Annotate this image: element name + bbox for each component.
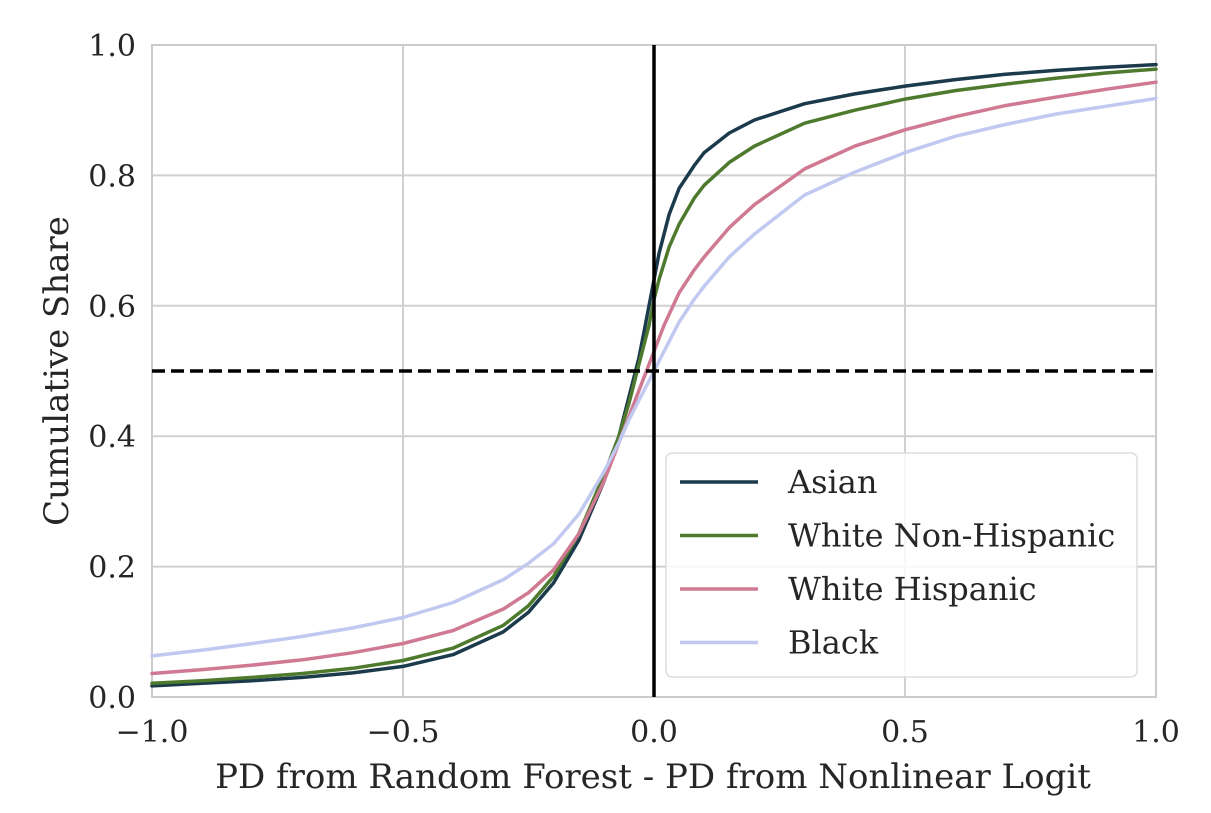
y-tick-label: 0.8 (88, 159, 136, 194)
legend-label-2: White Hispanic (788, 570, 1037, 608)
series-line-0 (150, 62, 1158, 688)
series-line-3 (150, 96, 1158, 658)
x-tick-label: −1.0 (116, 715, 189, 750)
y-tick-label: 1.0 (88, 29, 136, 64)
legend: Asian White Non-Hispanic White Hispanic Bla… (665, 452, 1138, 678)
y-tick-label: 0.0 (88, 681, 136, 716)
series-line-1 (150, 67, 1158, 686)
y-tick-label: 0.6 (88, 290, 136, 325)
series-lines (150, 62, 1158, 688)
legend-box (665, 452, 1138, 678)
y-tick-label: 0.4 (88, 420, 136, 455)
x-axis-label: PD from Random Forest - PD from Nonlinea… (215, 757, 1091, 797)
x-tick-label: 0.5 (881, 715, 929, 750)
x-tick-label: 0.0 (630, 715, 678, 750)
legend-label-1: White Non-Hispanic (788, 517, 1115, 555)
x-axis-ticks: −1.0 −0.5 0.0 0.5 1.0 (116, 715, 1180, 750)
legend-label-3: Black (788, 624, 879, 662)
y-axis-label: Cumulative Share (37, 216, 77, 526)
reference-lines (152, 45, 1156, 697)
x-tick-label: −0.5 (367, 715, 440, 750)
series-line-2 (150, 80, 1158, 676)
y-tick-label: 0.2 (88, 551, 136, 586)
x-tick-label: 1.0 (1132, 715, 1180, 750)
legend-label-0: Asian (787, 463, 877, 501)
y-axis-ticks: 0.0 0.2 0.4 0.6 0.8 1.0 (88, 29, 136, 716)
